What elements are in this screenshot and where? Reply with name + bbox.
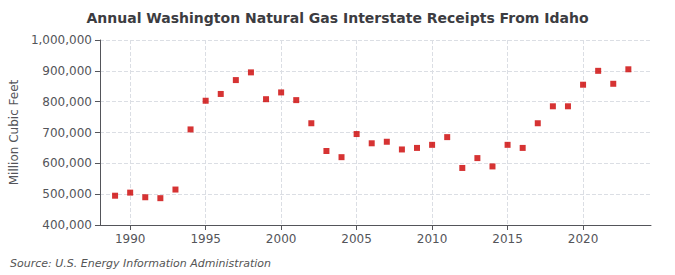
svg-text:2000: 2000 <box>266 232 297 246</box>
svg-text:500,000: 500,000 <box>42 187 92 201</box>
svg-text:400,000: 400,000 <box>42 218 92 232</box>
svg-text:2005: 2005 <box>341 232 372 246</box>
svg-text:Source: U.S. Energy Informatio: Source: U.S. Energy Information Administ… <box>10 257 271 270</box>
svg-text:2020: 2020 <box>568 232 599 246</box>
svg-text:600,000: 600,000 <box>42 156 92 170</box>
svg-text:Annual Washington Natural Gas: Annual Washington Natural Gas Interstate… <box>87 10 589 26</box>
svg-text:2015: 2015 <box>492 232 523 246</box>
svg-text:Million Cubic Feet: Million Cubic Feet <box>7 79 21 185</box>
svg-text:900,000: 900,000 <box>42 64 92 78</box>
svg-text:1,000,000: 1,000,000 <box>31 33 92 47</box>
svg-text:1990: 1990 <box>115 232 146 246</box>
svg-text:700,000: 700,000 <box>42 126 92 140</box>
svg-text:2010: 2010 <box>417 232 448 246</box>
svg-text:1995: 1995 <box>190 232 221 246</box>
svg-text:800,000: 800,000 <box>42 95 92 109</box>
